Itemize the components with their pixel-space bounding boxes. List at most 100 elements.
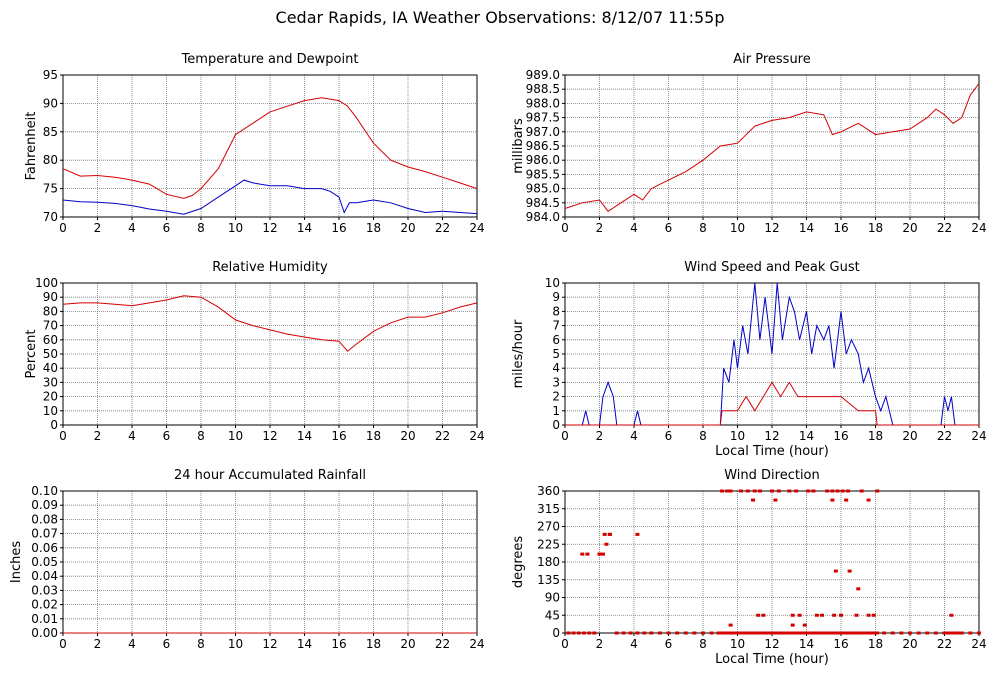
x-tick-label: 20 bbox=[400, 221, 415, 235]
data-point bbox=[890, 631, 895, 635]
grid bbox=[564, 282, 980, 426]
data-point bbox=[725, 489, 730, 493]
x-tick-label: 2 bbox=[596, 637, 604, 651]
data-point bbox=[728, 623, 733, 627]
y-tick-label: 315 bbox=[537, 502, 560, 516]
data-point bbox=[737, 631, 742, 635]
y-tick-label: 9 bbox=[552, 290, 560, 304]
data-point bbox=[726, 631, 731, 635]
y-axis-label: Percent bbox=[24, 330, 39, 379]
data-point bbox=[851, 631, 856, 635]
chart-title: Wind Direction bbox=[724, 468, 820, 483]
data-point bbox=[864, 631, 869, 635]
y-tick-label: 8 bbox=[552, 304, 560, 318]
data-point bbox=[745, 489, 750, 493]
data-point bbox=[628, 631, 633, 635]
data-point bbox=[614, 631, 619, 635]
data-point bbox=[856, 587, 861, 591]
data-point bbox=[752, 489, 757, 493]
data-point bbox=[839, 613, 843, 617]
data-point bbox=[581, 631, 586, 635]
x-tick-label: 18 bbox=[366, 429, 381, 443]
y-tick-label: 0.06 bbox=[31, 541, 58, 555]
y-tick-label: 30 bbox=[43, 375, 58, 389]
y-tick-label: 2 bbox=[552, 390, 560, 404]
chart-title: Wind Speed and Peak Gust bbox=[684, 260, 859, 275]
data-point bbox=[837, 631, 842, 635]
x-tick-label: 4 bbox=[630, 221, 638, 235]
x-tick-label: 24 bbox=[469, 637, 484, 651]
data-point bbox=[771, 631, 776, 635]
y-tick-label: 1 bbox=[552, 404, 560, 418]
x-tick-label: 24 bbox=[971, 221, 986, 235]
data-point bbox=[830, 631, 835, 635]
data-point bbox=[871, 631, 876, 635]
x-tick-label: 20 bbox=[400, 429, 415, 443]
y-tick-label: 989.0 bbox=[526, 68, 560, 82]
data-point bbox=[635, 631, 640, 635]
x-tick-label: 4 bbox=[630, 429, 638, 443]
data-point bbox=[790, 613, 795, 617]
series-gust-line bbox=[565, 381, 979, 426]
data-point bbox=[802, 631, 807, 635]
x-tick-label: 16 bbox=[833, 221, 848, 235]
y-tick-label: 987.5 bbox=[526, 111, 560, 125]
data-point bbox=[730, 631, 735, 635]
y-tick-label: 90 bbox=[43, 96, 58, 110]
data-point bbox=[597, 552, 602, 556]
data-point bbox=[580, 552, 585, 556]
y-tick-label: 0.10 bbox=[31, 484, 58, 498]
data-point bbox=[832, 613, 837, 617]
x-tick-label: 22 bbox=[937, 429, 952, 443]
data-point bbox=[744, 631, 749, 635]
y-tick-label: 987.0 bbox=[526, 125, 560, 139]
y-tick-label: 50 bbox=[43, 347, 58, 361]
x-tick-label: 24 bbox=[971, 429, 986, 443]
data-point bbox=[866, 613, 871, 617]
x-tick-label: 22 bbox=[435, 637, 450, 651]
data-point bbox=[854, 613, 859, 617]
x-tick-label: 14 bbox=[297, 221, 312, 235]
data-point bbox=[977, 631, 981, 635]
y-tick-label: 95 bbox=[43, 68, 58, 82]
x-tick-label: 0 bbox=[59, 637, 67, 651]
data-point bbox=[908, 631, 912, 635]
x-tick-label: 24 bbox=[971, 637, 986, 651]
data-point bbox=[844, 631, 849, 635]
x-tick-label: 14 bbox=[297, 429, 312, 443]
data-point bbox=[635, 532, 640, 536]
y-tick-label: 0 bbox=[552, 418, 560, 432]
data-point bbox=[719, 631, 724, 635]
data-point bbox=[587, 631, 592, 635]
x-tick-label: 6 bbox=[665, 221, 673, 235]
x-tick-label: 2 bbox=[596, 221, 604, 235]
data-point bbox=[968, 631, 973, 635]
x-tick-label: 4 bbox=[128, 221, 136, 235]
x-tick-label: 6 bbox=[163, 221, 171, 235]
data-point bbox=[764, 631, 769, 635]
x-tick-label: 18 bbox=[868, 429, 883, 443]
x-tick-label: 18 bbox=[868, 221, 883, 235]
data-point bbox=[592, 631, 597, 635]
y-tick-label: 45 bbox=[545, 608, 560, 622]
data-point bbox=[757, 489, 762, 493]
data-point bbox=[857, 631, 862, 635]
x-tick-label: 24 bbox=[469, 429, 484, 443]
y-tick-label: 0.07 bbox=[31, 527, 58, 541]
y-tick-label: 5 bbox=[552, 347, 560, 361]
y-tick-label: 180 bbox=[537, 555, 560, 569]
data-point bbox=[571, 631, 576, 635]
x-axis-label: Local Time (hour) bbox=[715, 444, 829, 459]
data-point bbox=[782, 631, 787, 635]
data-point bbox=[768, 631, 773, 635]
x-tick-label: 10 bbox=[730, 637, 745, 651]
data-point bbox=[740, 631, 745, 635]
y-tick-label: 0.08 bbox=[31, 512, 58, 526]
data-point bbox=[875, 631, 880, 635]
series-pressure-line bbox=[564, 83, 980, 212]
data-point bbox=[585, 552, 590, 556]
data-point bbox=[621, 631, 626, 635]
data-point bbox=[770, 489, 774, 493]
data-point bbox=[847, 631, 852, 635]
